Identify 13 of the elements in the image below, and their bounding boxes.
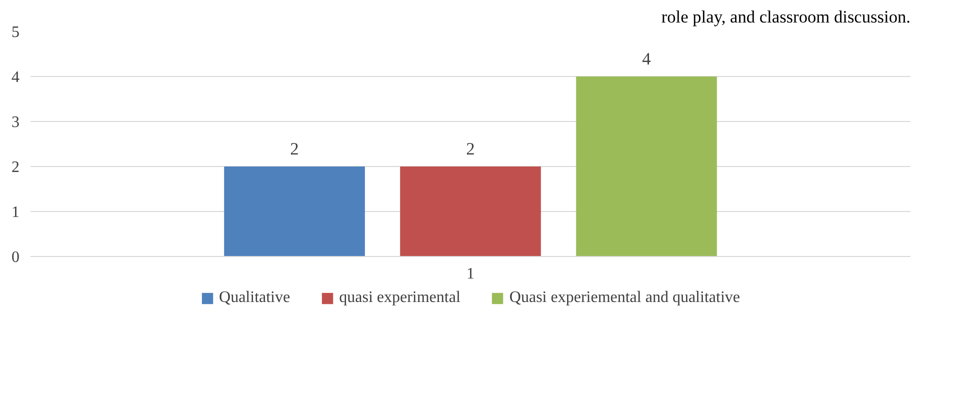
data-label: 2: [290, 140, 299, 158]
legend-label: quasi experimental: [339, 289, 460, 307]
y-tick-label: 0: [12, 249, 20, 266]
data-label: 2: [466, 140, 475, 158]
y-tick-label: 2: [12, 159, 20, 176]
y-tick-label: 1: [12, 204, 20, 221]
y-tick-label: 3: [12, 114, 20, 131]
legend-label: Quasi experiemental and qualitative: [509, 289, 740, 307]
y-tick-label: 5: [12, 24, 20, 41]
legend-label: Qualitative: [219, 289, 290, 307]
y-tick-label: 4: [12, 69, 20, 86]
text: role play, and classroom discussion.: [661, 8, 911, 26]
data-label: 4: [642, 50, 652, 68]
